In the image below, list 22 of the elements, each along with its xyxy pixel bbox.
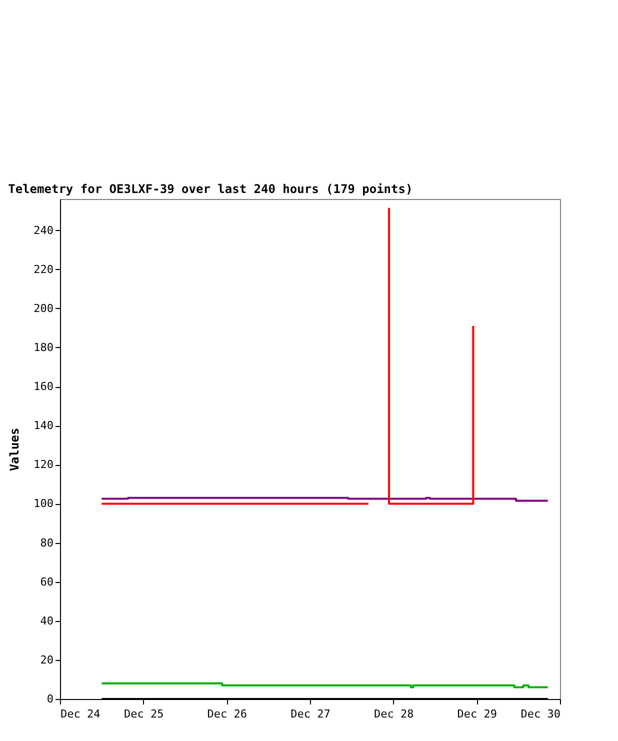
x-tick-label: Dec 27 (290, 708, 330, 720)
y-tick-label: 40 (40, 614, 54, 628)
x-tick-label: Dec 25 (124, 708, 164, 720)
y-tick-label: 220 (34, 262, 54, 276)
y-tick-label: 140 (34, 419, 54, 432)
x-tick-label: Dec 30 (520, 708, 560, 720)
y-tick-label: 120 (34, 458, 54, 472)
y-tick-label: 100 (34, 497, 54, 510)
y-tick-label: 0 (46, 692, 54, 706)
y-tick-label: 160 (34, 380, 54, 393)
y-tick-label: 200 (34, 302, 54, 315)
x-tick-label: Dec 24 (60, 708, 101, 720)
x-tick-label: Dec 29 (457, 708, 498, 720)
y-tick-label: 60 (40, 575, 54, 588)
y-tick-label: 20 (40, 653, 54, 666)
x-tick-label: Dec 26 (207, 708, 248, 720)
chart-title: Telemetry for OE3LXF-39 over last 240 hours (179 points) (8, 182, 413, 196)
y-tick-label: 180 (34, 340, 54, 354)
y-tick-label: 240 (34, 224, 54, 237)
x-tick-label: Dec 28 (374, 708, 414, 720)
y-axis-title: Values (8, 428, 22, 472)
y-tick-label: 80 (40, 536, 54, 550)
